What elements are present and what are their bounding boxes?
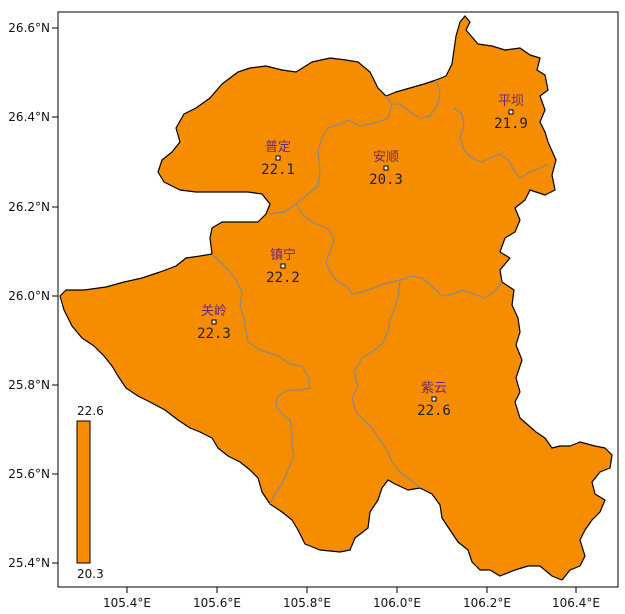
station-value: 21.9 <box>494 116 528 132</box>
county-borders <box>211 79 549 505</box>
station-value: 20.3 <box>369 172 403 188</box>
lon-tick-label: 105.8°E <box>283 596 331 610</box>
station-name: 关岭 <box>201 304 227 319</box>
station-1: 平坝 21.9 <box>494 94 528 132</box>
latitude-axis: 26.6°N 26.4°N 26.2°N 26.0°N 25.8°N 25.6°N 25.4… <box>8 21 58 570</box>
station-name: 平坝 <box>498 94 524 109</box>
station-name: 镇宁 <box>270 247 296 263</box>
longitude-axis: 105.4°E 105.6°E 105.8°E 106.0°E 106.2°E 106.4… <box>103 587 600 610</box>
color-legend: 22.6 20.3 <box>76 404 104 581</box>
station-value: 22.6 <box>417 403 451 419</box>
station-marker <box>383 165 389 171</box>
station-name: 安顺 <box>373 150 399 165</box>
legend-min-label: 20.3 <box>77 567 104 581</box>
station-value: 22.1 <box>261 162 295 178</box>
station-2: 普定 22.1 <box>261 140 295 178</box>
station-marker <box>431 396 437 402</box>
lon-tick-label: 106.2°E <box>463 596 511 610</box>
lat-tick-label: 26.0°N <box>8 289 50 303</box>
station-marker <box>508 109 514 115</box>
station-5: 关岭 22.3 <box>197 304 231 342</box>
station-marker <box>275 155 281 161</box>
station-3: 安顺 20.3 <box>369 150 403 188</box>
lon-tick-label: 105.4°E <box>103 596 151 610</box>
station-6: 紫云 22.6 <box>417 381 451 419</box>
lon-tick-label: 106.4°E <box>552 596 600 610</box>
lat-tick-label: 26.6°N <box>8 21 50 35</box>
lat-tick-label: 25.4°N <box>8 556 50 570</box>
station-value: 22.3 <box>197 326 231 342</box>
station-marker <box>211 319 217 325</box>
lat-tick-label: 26.4°N <box>8 110 50 124</box>
station-value: 22.2 <box>266 270 300 286</box>
legend-color-bar <box>76 420 91 564</box>
station-name: 紫云 <box>421 381 447 396</box>
lat-tick-label: 26.2°N <box>8 200 50 214</box>
station-labels: 平坝 21.9 普定 22.1 安顺 20.3 镇宁 22.2 关岭 22.3 紫云 22.6 <box>197 94 528 419</box>
station-marker <box>280 263 286 269</box>
lon-tick-label: 106.0°E <box>373 596 421 610</box>
anshun-region-shape <box>59 15 613 581</box>
station-name: 普定 <box>265 140 291 155</box>
lat-tick-label: 25.6°N <box>8 467 50 481</box>
legend-max-label: 22.6 <box>77 404 104 418</box>
station-4: 镇宁 22.2 <box>266 247 300 286</box>
lat-tick-label: 25.8°N <box>8 378 50 392</box>
lon-tick-label: 105.6°E <box>193 596 241 610</box>
